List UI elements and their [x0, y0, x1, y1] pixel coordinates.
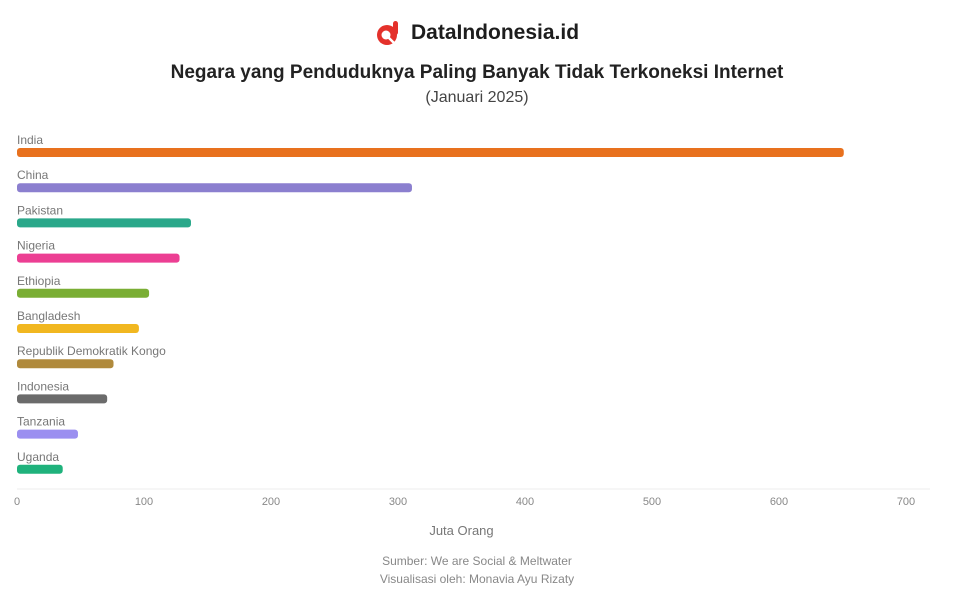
bar-ethiopia	[17, 288, 150, 298]
category-label: Republik Demokratik Kongo	[17, 344, 166, 358]
category-label: Ethiopia	[17, 274, 61, 288]
category-label: Indonesia	[17, 379, 69, 393]
chart-title: Negara yang Penduduknya Paling Banyak Ti…	[170, 62, 784, 83]
bar-republik-demokratik-kongo	[17, 359, 114, 369]
bar-pakistan	[17, 218, 191, 228]
bar-nigeria	[17, 253, 180, 263]
x-tick-label: 400	[516, 496, 534, 508]
category-label: Bangladesh	[17, 309, 80, 323]
bar-chart: India China Pakistan Nigeria Ethiopia Banglad…	[14, 133, 930, 538]
bar-bangladesh	[17, 324, 139, 333]
x-axis-title: Juta Orang	[429, 523, 493, 538]
category-label: Tanzania	[17, 415, 65, 429]
x-tick-label: 700	[897, 496, 915, 508]
bar-tanzania	[17, 429, 78, 439]
brand-logo-icon	[376, 21, 398, 45]
category-label: China	[17, 168, 49, 182]
bar-india	[17, 148, 844, 157]
source-note: Sumber: We are Social & Meltwater	[382, 554, 572, 568]
category-label: Uganda	[17, 450, 59, 464]
bar-indonesia	[17, 394, 108, 404]
category-label: Pakistan	[17, 203, 63, 217]
x-tick-label: 200	[262, 496, 280, 508]
bar-uganda	[17, 464, 63, 474]
category-label: India	[17, 133, 43, 147]
x-tick-label: 600	[770, 496, 788, 508]
bar-china	[17, 183, 412, 193]
category-label: Nigeria	[17, 239, 55, 253]
chart-footer: Sumber: We are Social & Meltwater Visual…	[0, 552, 954, 588]
x-tick-label: 500	[643, 496, 661, 508]
x-tick-label: 0	[14, 496, 20, 508]
credit-note: Visualisasi oleh: Monavia Ayu Rizaty	[379, 572, 575, 586]
chart-subtitle: (Januari 2025)	[425, 89, 529, 106]
brand-name: DataIndonesia.id	[410, 21, 580, 44]
x-tick-label: 300	[389, 496, 407, 508]
x-tick-label: 100	[135, 496, 153, 508]
brand-header: DataIndonesia.id	[0, 20, 954, 46]
